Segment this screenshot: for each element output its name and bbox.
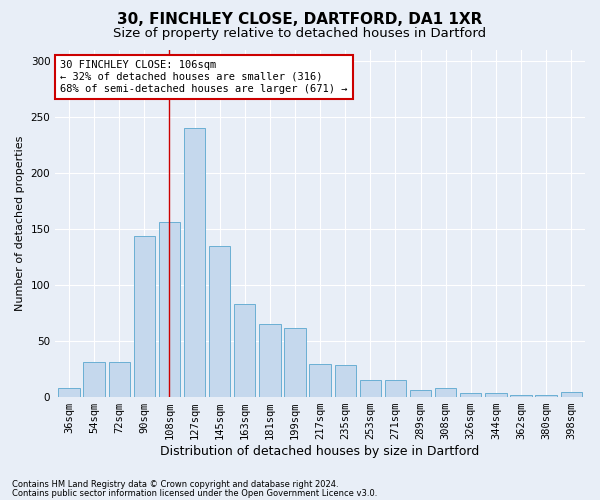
X-axis label: Distribution of detached houses by size in Dartford: Distribution of detached houses by size … [160,444,480,458]
Y-axis label: Number of detached properties: Number of detached properties [15,136,25,311]
Bar [58,388,80,396]
Text: Size of property relative to detached houses in Dartford: Size of property relative to detached ho… [113,28,487,40]
Bar [310,364,331,396]
Bar [284,328,305,396]
Text: 30, FINCHLEY CLOSE, DARTFORD, DA1 1XR: 30, FINCHLEY CLOSE, DARTFORD, DA1 1XR [118,12,482,28]
Text: Contains public sector information licensed under the Open Government Licence v3: Contains public sector information licen… [12,488,377,498]
Bar [109,362,130,396]
Bar [359,380,381,396]
Text: 30 FINCHLEY CLOSE: 106sqm
← 32% of detached houses are smaller (316)
68% of semi: 30 FINCHLEY CLOSE: 106sqm ← 32% of detac… [61,60,348,94]
Bar [385,380,406,396]
Bar [560,392,582,396]
Bar [184,128,205,396]
Bar [410,390,431,396]
Bar [460,393,481,396]
Bar [485,393,506,396]
Bar [335,366,356,396]
Bar [83,362,105,396]
Bar [259,324,281,396]
Text: Contains HM Land Registry data © Crown copyright and database right 2024.: Contains HM Land Registry data © Crown c… [12,480,338,489]
Bar [134,236,155,396]
Bar [234,304,256,396]
Bar [159,222,180,396]
Bar [209,246,230,396]
Bar [435,388,457,396]
